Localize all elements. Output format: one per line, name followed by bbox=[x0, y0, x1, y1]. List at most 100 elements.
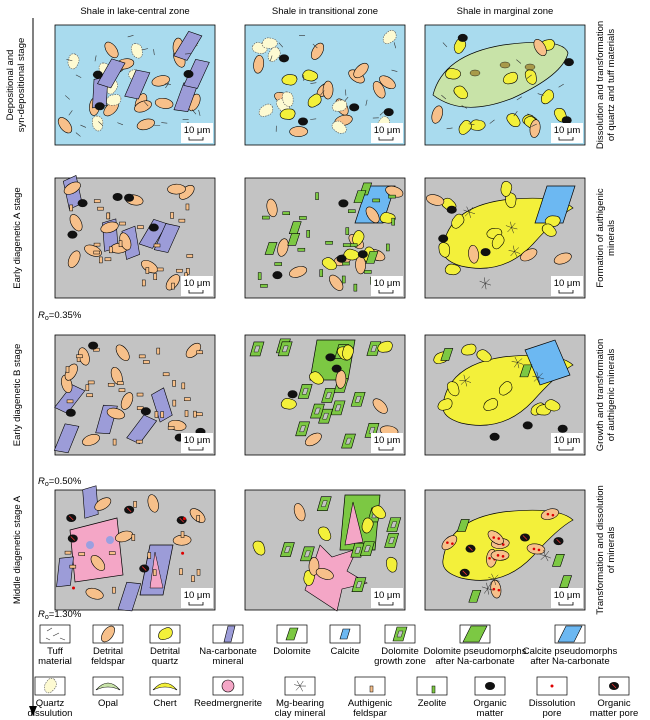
authigenic-feldspar bbox=[180, 531, 185, 538]
quartz bbox=[279, 108, 296, 120]
label: syn-depositional stage bbox=[16, 38, 27, 133]
authigenic-feldspar bbox=[138, 354, 146, 359]
organic-pore bbox=[141, 566, 147, 571]
authigenic-feldspar bbox=[104, 257, 112, 262]
label: Dolomite bbox=[381, 646, 419, 657]
na-carbonate bbox=[82, 485, 99, 519]
quartz bbox=[540, 89, 555, 105]
panel: 10 μm bbox=[244, 489, 406, 612]
authigenic-feldspar bbox=[97, 206, 104, 211]
clay bbox=[512, 245, 515, 252]
panel: 10 μm bbox=[424, 489, 586, 611]
dolomite bbox=[287, 232, 301, 246]
clay bbox=[469, 207, 473, 213]
feldspar bbox=[63, 181, 81, 195]
feldspar bbox=[253, 55, 265, 74]
feldspar bbox=[115, 344, 130, 361]
dolomite bbox=[285, 627, 299, 641]
scale-bar bbox=[188, 290, 204, 294]
label: minerals bbox=[606, 220, 617, 256]
feldspar bbox=[266, 198, 278, 218]
na-carbonate bbox=[126, 414, 158, 445]
quartz bbox=[445, 68, 461, 80]
feldspar bbox=[154, 97, 174, 109]
authigenic-feldspar bbox=[93, 250, 101, 255]
clay bbox=[545, 550, 550, 556]
tuff bbox=[191, 109, 197, 115]
zeolite bbox=[386, 243, 390, 252]
organic-matter bbox=[357, 250, 368, 259]
ro-part: R bbox=[38, 476, 45, 487]
feldspar bbox=[490, 550, 510, 561]
clay bbox=[517, 358, 523, 363]
legend-icon bbox=[39, 624, 71, 644]
scale-bar bbox=[378, 602, 394, 606]
label: pore bbox=[542, 708, 561, 719]
quartz bbox=[444, 263, 461, 276]
tuff bbox=[142, 48, 149, 51]
quartz-dissolution bbox=[258, 103, 274, 117]
authigenic-feldspar bbox=[185, 203, 190, 211]
reedmergnerite-patch bbox=[69, 517, 124, 583]
clay bbox=[465, 380, 472, 383]
feldspar bbox=[529, 119, 541, 138]
tuff bbox=[527, 113, 534, 117]
zeolite bbox=[262, 215, 270, 220]
tuff bbox=[269, 55, 273, 62]
label: Quartz bbox=[36, 698, 65, 709]
dolomite bbox=[468, 589, 482, 603]
label: Growth and transformation bbox=[595, 339, 606, 451]
tuff bbox=[393, 42, 397, 49]
feldspar bbox=[540, 508, 559, 520]
legend-icon bbox=[416, 676, 448, 696]
feldspar bbox=[335, 370, 347, 389]
dissolution-pore bbox=[451, 542, 454, 545]
legend-icon bbox=[554, 624, 586, 644]
zeolite bbox=[341, 275, 346, 284]
clay bbox=[465, 380, 468, 387]
dissolution-pore bbox=[497, 588, 501, 592]
tuff bbox=[531, 123, 537, 127]
tuff bbox=[310, 118, 317, 120]
clay bbox=[514, 251, 518, 257]
feldspar bbox=[100, 221, 119, 234]
tuff bbox=[94, 55, 97, 62]
panel: 10 μm bbox=[424, 177, 586, 299]
legend-icon bbox=[329, 624, 361, 644]
authigenic-feldspar bbox=[93, 199, 101, 203]
zeolite bbox=[282, 211, 290, 215]
authigenic-feldspar bbox=[145, 267, 150, 274]
label: Chert bbox=[153, 698, 177, 709]
authigenic-feldspar bbox=[160, 411, 164, 418]
clay bbox=[539, 553, 546, 557]
tuff bbox=[446, 127, 453, 130]
authigenic-feldspar bbox=[193, 410, 197, 418]
zeolite bbox=[348, 209, 356, 213]
feldspar bbox=[69, 214, 83, 232]
organic-matter bbox=[148, 223, 159, 232]
dissolution-pore bbox=[537, 548, 541, 552]
organic-matter bbox=[563, 58, 574, 67]
na-carbonate bbox=[173, 30, 203, 61]
authigenic-feldspar bbox=[141, 279, 146, 287]
tuff bbox=[117, 122, 124, 126]
authigenic-feldspar bbox=[179, 568, 183, 575]
label: Mg-bearing bbox=[276, 698, 324, 709]
ro-part: R bbox=[38, 609, 45, 620]
quartz bbox=[386, 556, 398, 573]
clay bbox=[487, 588, 494, 591]
authigenic-feldspar bbox=[196, 412, 203, 417]
tuff bbox=[143, 101, 149, 107]
dolomite-core bbox=[299, 425, 306, 433]
tuff bbox=[379, 110, 385, 116]
tuff bbox=[65, 95, 70, 100]
organic-matter bbox=[349, 103, 360, 112]
dolomite-core bbox=[281, 345, 289, 353]
opal-blob bbox=[86, 541, 94, 549]
quartz-dissolution bbox=[67, 53, 80, 70]
quartz bbox=[361, 517, 374, 534]
quartz bbox=[483, 398, 498, 411]
authigenic-feldspar bbox=[172, 380, 176, 387]
label: Detrital bbox=[150, 646, 180, 657]
